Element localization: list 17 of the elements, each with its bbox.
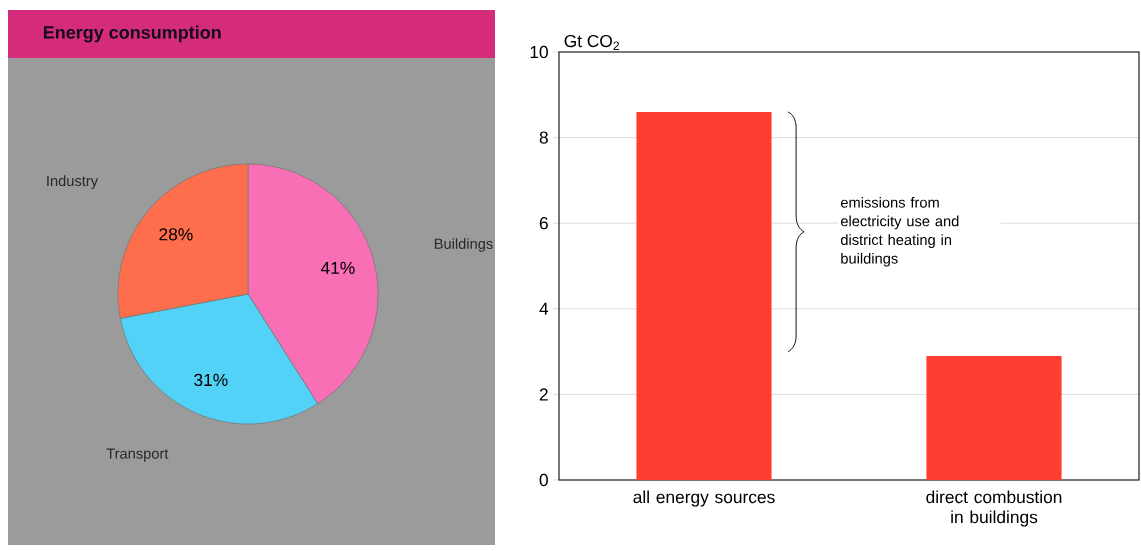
annotation: emissions from electricity use and district heating in buildings xyxy=(840,196,959,267)
data-label: 31% xyxy=(194,373,228,387)
y-tick-label: 8 xyxy=(539,131,548,144)
y-tick-label: 4 xyxy=(539,302,549,315)
y-tick-label: 0 xyxy=(539,473,548,487)
chart-title: Energy consumption xyxy=(43,25,221,43)
x-tick-label: all energy sources xyxy=(633,490,775,507)
slice-label: Industry xyxy=(47,175,99,189)
data-label: 28% xyxy=(159,228,193,241)
slice-label: Buildings xyxy=(434,238,493,252)
y-tick-label: 2 xyxy=(539,388,548,401)
slice-label: Transport xyxy=(106,448,169,462)
x-tick-label: direct combustion in buildings xyxy=(926,490,1062,527)
y-tick-label: 10 xyxy=(530,45,548,59)
y-axis-title: Gt CO$_{2}$ xyxy=(564,34,619,50)
data-label: 41% xyxy=(320,261,355,274)
y-tick-label: 6 xyxy=(539,217,548,230)
